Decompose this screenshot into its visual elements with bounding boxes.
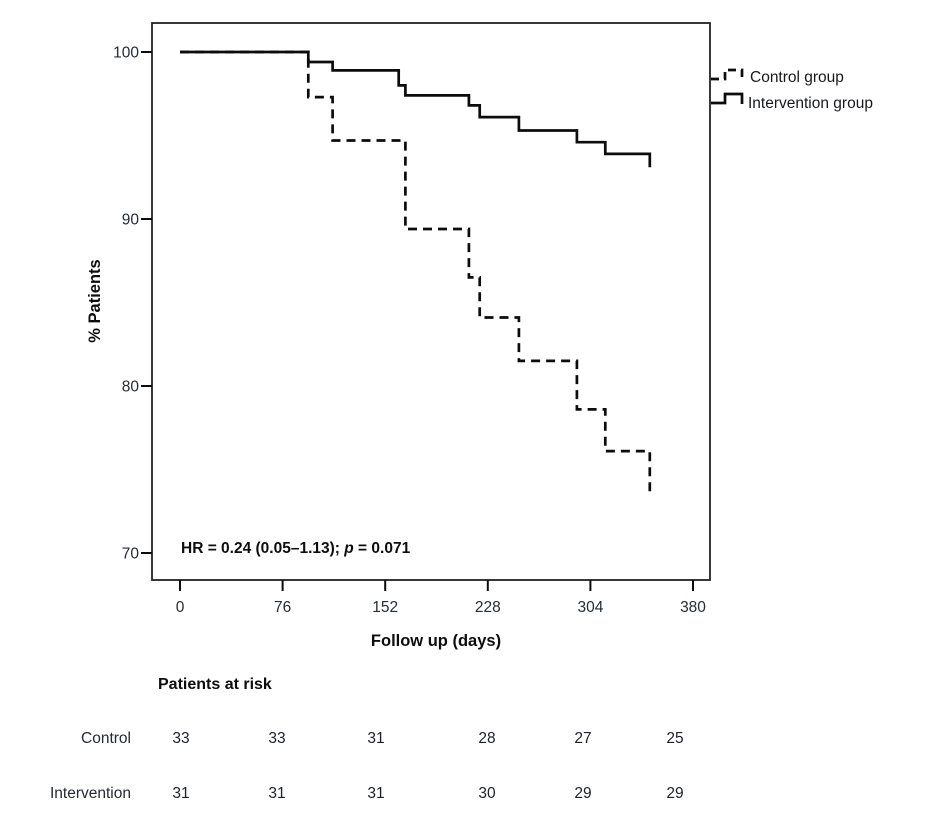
y-axis-label: % Patients bbox=[86, 259, 104, 342]
legend-sample-intervention bbox=[711, 92, 744, 105]
intervention-curve bbox=[180, 50, 652, 168]
y-tick-label: 100 bbox=[113, 45, 139, 62]
x-tick-label: 76 bbox=[274, 599, 291, 616]
x-tick-label: 0 bbox=[176, 599, 185, 616]
hr-annotation-p-symbol: p bbox=[343, 540, 353, 557]
hr-annotation-value-part: = 0.071 bbox=[354, 540, 411, 557]
at-risk-value: 31 bbox=[172, 785, 189, 802]
at-risk-title: Patients at risk bbox=[158, 676, 272, 693]
at-risk-value: 25 bbox=[666, 730, 683, 747]
y-tick-label: 90 bbox=[122, 212, 140, 229]
x-axis-label: Follow up (days) bbox=[371, 632, 501, 650]
x-tick-label: 228 bbox=[475, 599, 501, 616]
at-risk-value: 33 bbox=[268, 730, 285, 747]
x-tick-label: 380 bbox=[680, 599, 706, 616]
at-risk-value: 30 bbox=[478, 785, 496, 802]
legend-label-intervention: Intervention group bbox=[748, 95, 873, 112]
at-risk-row-label-intervention: Intervention bbox=[50, 785, 131, 802]
plot-border bbox=[151, 22, 711, 581]
x-tick-label: 152 bbox=[372, 599, 398, 616]
at-risk-value: 27 bbox=[574, 730, 591, 747]
hr-annotation-hr-part: HR = 0.24 (0.05–1.13); bbox=[181, 540, 344, 557]
at-risk-value: 29 bbox=[666, 785, 683, 802]
at-risk-value: 31 bbox=[268, 785, 285, 802]
at-risk-value: 33 bbox=[172, 730, 189, 747]
at-risk-value: 31 bbox=[367, 730, 384, 747]
at-risk-value: 31 bbox=[367, 785, 384, 802]
legend-label-control: Control group bbox=[750, 69, 844, 86]
y-tick-label: 70 bbox=[122, 546, 140, 563]
y-tick-label: 80 bbox=[122, 379, 140, 396]
at-risk-row-label-control: Control bbox=[81, 730, 131, 747]
at-risk-value: 29 bbox=[574, 785, 591, 802]
legend-sample-control bbox=[711, 68, 744, 81]
hr-annotation: HR = 0.24 (0.05–1.13); p = 0.071 bbox=[181, 540, 411, 557]
x-tick-label: 304 bbox=[577, 599, 603, 616]
at-risk-value: 28 bbox=[478, 730, 495, 747]
control-curve bbox=[180, 50, 652, 493]
